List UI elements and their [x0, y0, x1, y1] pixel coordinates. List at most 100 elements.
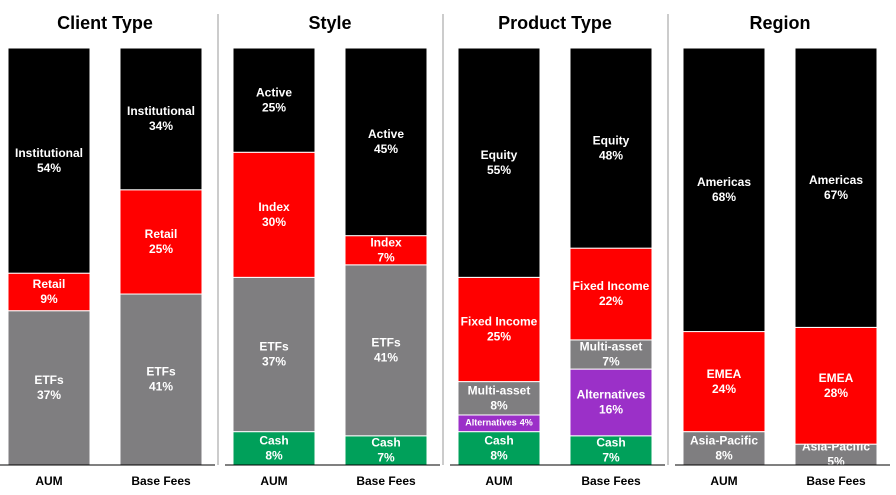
segment-value: 54%: [37, 161, 61, 175]
bar-segment: [569, 368, 653, 437]
bar-segment: [457, 47, 541, 278]
segment-value: 9%: [40, 292, 58, 306]
segment-value: 41%: [149, 380, 173, 394]
segment-name: Equity: [593, 133, 630, 147]
segment-name: Alternatives: [577, 388, 646, 402]
panel-title: Client Type: [57, 13, 153, 33]
x-tick-label: Base Fees: [806, 474, 866, 488]
segment-name: Retail: [145, 227, 178, 241]
x-tick-label: AUM: [710, 474, 737, 488]
bar-segment: [569, 247, 653, 341]
bar-segment: [344, 235, 428, 266]
segment-name: Americas: [809, 173, 863, 187]
segment-value: 68%: [712, 190, 736, 204]
segment-name: Institutional: [127, 104, 195, 118]
segment-name: Alternatives: [465, 418, 517, 428]
segment-name: ETFs: [371, 335, 401, 349]
segment-value: 8%: [715, 448, 733, 462]
segment-value: 22%: [599, 294, 623, 308]
segment-value: 67%: [824, 188, 848, 202]
bar-segment: [794, 47, 878, 328]
segment-name: Active: [256, 85, 292, 99]
segment-name: EMEA: [707, 367, 742, 381]
bar-segment: [682, 47, 766, 333]
segment-value: 8%: [490, 398, 508, 412]
bar-segment: [7, 310, 91, 466]
segment-value: 16%: [599, 403, 623, 417]
segment-value: 8%: [265, 448, 283, 462]
segment-name: Fixed Income: [573, 279, 650, 293]
segment-name: Equity: [481, 148, 518, 162]
segment-value: 25%: [262, 100, 286, 114]
segment-name: Americas: [697, 175, 751, 189]
segment-name: Cash: [484, 433, 513, 447]
segment-value: 41%: [374, 350, 398, 364]
segment-name: Index: [370, 235, 402, 249]
bar-segment: [232, 276, 316, 433]
bar-segment: [344, 435, 428, 466]
segment-name: EMEA: [819, 371, 854, 385]
segment-value: 30%: [262, 215, 286, 229]
segment-value: 28%: [824, 386, 848, 400]
segment-value: 5%: [827, 455, 845, 469]
segment-value: 37%: [37, 388, 61, 402]
bar-segment: [682, 331, 766, 433]
segment-name: ETFs: [146, 365, 176, 379]
segment-value: 4%: [520, 418, 533, 428]
segment-name: Fixed Income: [461, 315, 538, 329]
bar-segment: [232, 151, 316, 278]
segment-value: 34%: [149, 119, 173, 133]
segment-name: Multi-asset: [580, 340, 643, 354]
bar-segment: [119, 47, 203, 191]
segment-value: 25%: [149, 242, 173, 256]
segment-name: Active: [368, 127, 404, 141]
bar-segment: [232, 47, 316, 153]
bar-segment: [344, 264, 428, 437]
bar-segment: [232, 431, 316, 466]
panel-title: Product Type: [498, 13, 612, 33]
segment-value: 7%: [602, 451, 620, 465]
bar-segment: [119, 189, 203, 295]
segment-name: Index: [258, 200, 290, 214]
panel-title: Style: [308, 13, 351, 33]
segment-name: ETFs: [34, 373, 64, 387]
bar-segment: [457, 431, 541, 466]
segment-name: Cash: [259, 433, 288, 447]
segment-value: 24%: [712, 382, 736, 396]
bar-segment: [457, 276, 541, 383]
bar-segment: [457, 381, 541, 416]
bar-segment: [7, 272, 91, 312]
segment-name: Cash: [371, 436, 400, 450]
bar-segment: [794, 326, 878, 445]
bar-segment: [569, 339, 653, 370]
bar-segment: [569, 47, 653, 249]
segment-name: Multi-asset: [468, 383, 531, 397]
segment-name: Institutional: [15, 146, 83, 160]
segment-name: Retail: [33, 277, 66, 291]
segment-value: 48%: [599, 148, 623, 162]
segment-name: ETFs: [259, 340, 289, 354]
bar-segment: [7, 47, 91, 274]
x-tick-label: AUM: [485, 474, 512, 488]
bar-segment: [119, 293, 203, 466]
panel-title: Region: [750, 13, 811, 33]
segment-label: Alternatives 4%: [465, 418, 533, 428]
segment-value: 7%: [602, 355, 620, 369]
x-tick-label: Base Fees: [356, 474, 416, 488]
x-tick-label: AUM: [260, 474, 287, 488]
bar-segment: [344, 47, 428, 237]
x-tick-label: Base Fees: [581, 474, 641, 488]
segment-value: 37%: [262, 355, 286, 369]
segment-name: Cash: [596, 436, 625, 450]
segment-value: 45%: [374, 142, 398, 156]
bar-segment: [682, 431, 766, 466]
segment-value: 7%: [377, 250, 395, 264]
segment-value: 55%: [487, 163, 511, 177]
x-tick-label: AUM: [35, 474, 62, 488]
segment-value: 7%: [377, 451, 395, 465]
segment-name: Asia-Pacific: [690, 433, 758, 447]
x-tick-label: Base Fees: [131, 474, 191, 488]
segment-value: 25%: [487, 330, 511, 344]
segment-value: 8%: [490, 448, 508, 462]
